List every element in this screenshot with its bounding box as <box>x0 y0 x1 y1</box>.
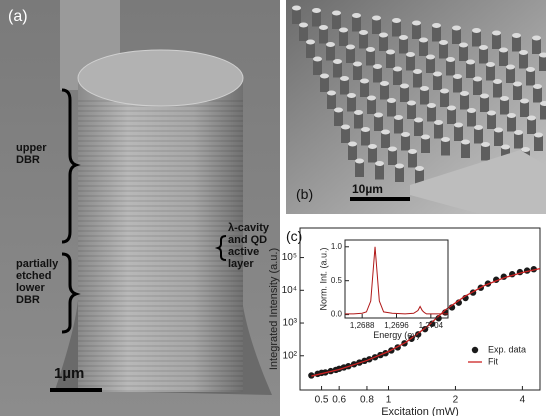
x-tick-label: 0.6 <box>332 395 346 406</box>
figure: 0.50.60.812410²10³10⁴10⁵Excitation (mW)I… <box>0 0 546 416</box>
x-tick-label: 1,2688 <box>350 321 375 330</box>
y-tick-label: 0.5 <box>331 276 343 285</box>
x-axis-label: Excitation (mW) <box>381 406 459 416</box>
panel-label: (b) <box>296 186 313 202</box>
y-tick-label: 10² <box>283 350 298 361</box>
legend-label: Exp. data <box>488 344 526 354</box>
y-tick-label: 1.0 <box>331 242 343 251</box>
legend-marker <box>472 347 478 353</box>
panel-label: (a) <box>8 8 28 26</box>
y-tick-label: 10³ <box>283 318 298 329</box>
x-tick-label: 2 <box>453 395 459 406</box>
x-tick-label: 0.8 <box>360 395 374 406</box>
panel-label: (c) <box>286 228 302 244</box>
x-axis-label: Energy (ev) <box>373 330 420 340</box>
annotation: λ-cavity and QD active layer <box>228 222 269 270</box>
y-axis-label: Integrated Intensity (a.u.) <box>268 248 280 370</box>
x-tick-label: 4 <box>520 395 526 406</box>
x-tick-label: 1 <box>386 395 392 406</box>
x-tick-label: 0.5 <box>315 395 329 406</box>
legend-label: Fit <box>488 356 498 366</box>
annotation: upper DBR <box>16 142 47 166</box>
y-tick-label: 10⁴ <box>282 285 297 296</box>
panel-c-bg <box>286 214 546 416</box>
annotation: partially etched lower DBR <box>16 258 58 306</box>
x-tick-label: 1,2704 <box>419 321 444 330</box>
y-tick-label: 10⁵ <box>282 252 297 263</box>
x-tick-label: 1,2696 <box>384 321 409 330</box>
y-tick-label: 0.0 <box>331 310 343 319</box>
y-axis-label: Norm. Int. (a.u.) <box>319 247 329 310</box>
scale-label: 10µm <box>352 182 383 196</box>
scale-label: 1µm <box>54 366 84 382</box>
chart: 0.50.60.812410²10³10⁴10⁵Excitation (mW)I… <box>0 0 546 416</box>
